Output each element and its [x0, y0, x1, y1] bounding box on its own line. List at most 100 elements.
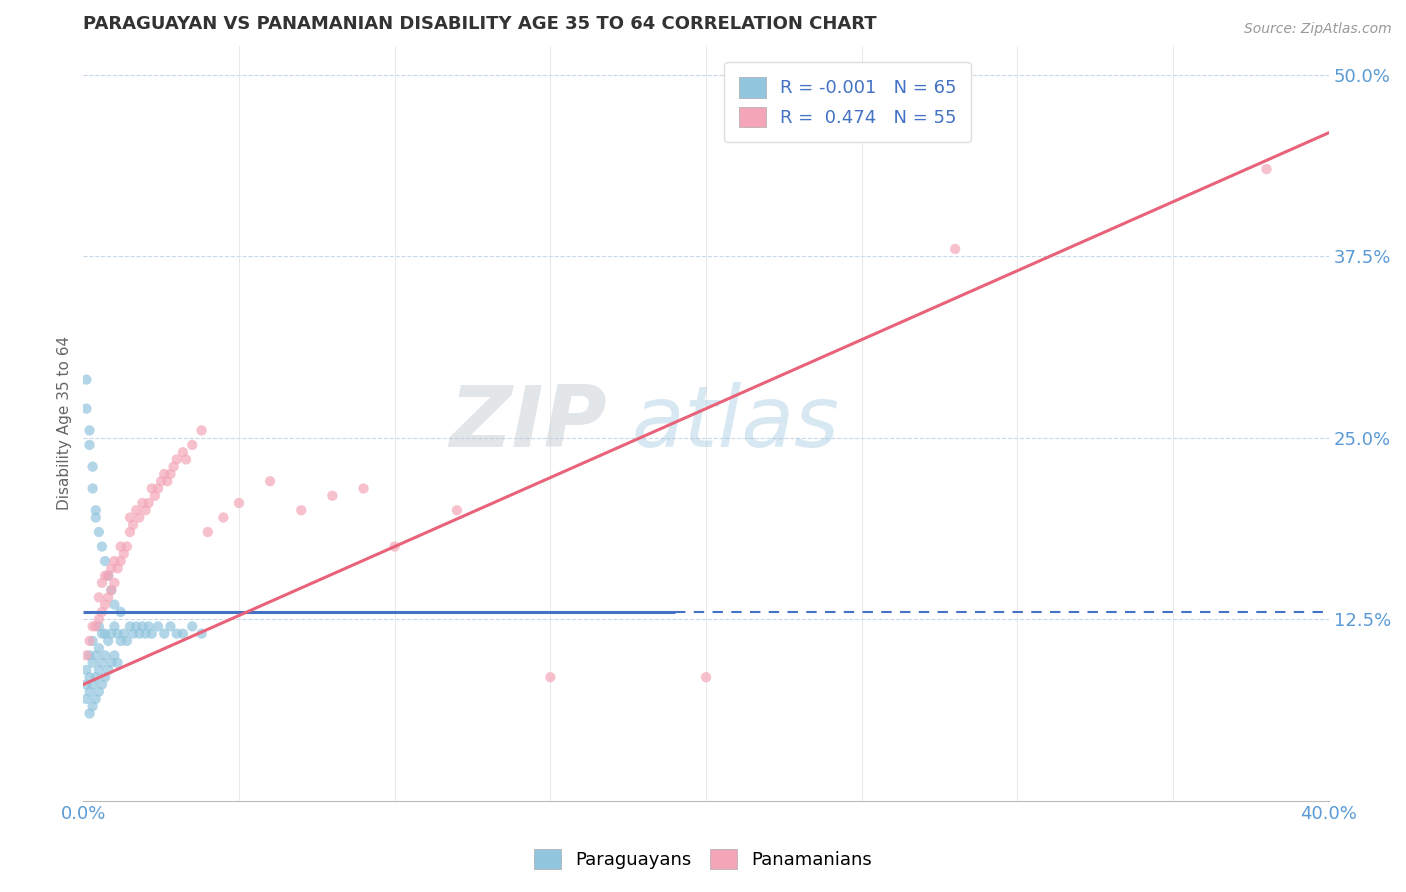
Point	[172, 626, 194, 640]
Point	[91, 540, 114, 554]
Point	[75, 648, 97, 663]
Point	[115, 540, 138, 554]
Point	[87, 612, 110, 626]
Point	[84, 670, 107, 684]
Point	[103, 554, 125, 568]
Text: atlas: atlas	[631, 382, 839, 465]
Point	[79, 648, 101, 663]
Point	[84, 503, 107, 517]
Point	[87, 641, 110, 656]
Point	[128, 510, 150, 524]
Point	[174, 452, 197, 467]
Point	[100, 583, 122, 598]
Point	[100, 583, 122, 598]
Point	[91, 575, 114, 590]
Point	[75, 373, 97, 387]
Point	[141, 482, 163, 496]
Point	[156, 474, 179, 488]
Point	[172, 445, 194, 459]
Legend: Paraguayans, Panamanians: Paraguayans, Panamanians	[524, 839, 882, 879]
Point	[84, 692, 107, 706]
Point	[153, 626, 176, 640]
Point	[97, 568, 120, 582]
Point	[122, 517, 145, 532]
Point	[153, 467, 176, 481]
Legend: R = -0.001   N = 65, R =  0.474   N = 55: R = -0.001 N = 65, R = 0.474 N = 55	[724, 62, 972, 142]
Point	[94, 554, 117, 568]
Point	[112, 626, 135, 640]
Point	[82, 619, 104, 633]
Point	[159, 619, 181, 633]
Point	[94, 670, 117, 684]
Point	[110, 634, 132, 648]
Point	[84, 619, 107, 633]
Point	[100, 561, 122, 575]
Point	[82, 482, 104, 496]
Point	[115, 634, 138, 648]
Point	[97, 663, 120, 677]
Point	[166, 626, 188, 640]
Point	[91, 677, 114, 691]
Point	[110, 540, 132, 554]
Point	[82, 459, 104, 474]
Point	[79, 670, 101, 684]
Point	[107, 561, 129, 575]
Point	[181, 438, 204, 452]
Point	[94, 568, 117, 582]
Point	[118, 524, 141, 539]
Point	[82, 656, 104, 670]
Point	[146, 619, 169, 633]
Point	[1256, 162, 1278, 177]
Point	[118, 619, 141, 633]
Point	[118, 510, 141, 524]
Point	[79, 424, 101, 438]
Point	[91, 626, 114, 640]
Point	[79, 438, 101, 452]
Point	[112, 547, 135, 561]
Point	[103, 648, 125, 663]
Point	[84, 510, 107, 524]
Point	[87, 619, 110, 633]
Point	[138, 619, 160, 633]
Point	[82, 634, 104, 648]
Point	[159, 467, 181, 481]
Point	[75, 663, 97, 677]
Point	[321, 489, 343, 503]
Point	[138, 496, 160, 510]
Point	[97, 634, 120, 648]
Point	[190, 626, 212, 640]
Point	[131, 619, 153, 633]
Point	[107, 626, 129, 640]
Point	[695, 670, 717, 684]
Point	[103, 575, 125, 590]
Point	[162, 459, 184, 474]
Text: PARAGUAYAN VS PANAMANIAN DISABILITY AGE 35 TO 64 CORRELATION CHART: PARAGUAYAN VS PANAMANIAN DISABILITY AGE …	[83, 15, 877, 33]
Point	[212, 510, 235, 524]
Text: Source: ZipAtlas.com: Source: ZipAtlas.com	[1244, 22, 1392, 37]
Point	[100, 626, 122, 640]
Point	[384, 540, 406, 554]
Point	[103, 598, 125, 612]
Point	[97, 591, 120, 605]
Point	[125, 619, 148, 633]
Point	[259, 474, 281, 488]
Point	[143, 489, 166, 503]
Point	[87, 663, 110, 677]
Point	[150, 474, 173, 488]
Point	[94, 598, 117, 612]
Point	[87, 524, 110, 539]
Point	[100, 656, 122, 670]
Point	[110, 554, 132, 568]
Point	[125, 503, 148, 517]
Point	[91, 605, 114, 619]
Point	[87, 684, 110, 698]
Point	[79, 706, 101, 721]
Point	[290, 503, 312, 517]
Point	[84, 648, 107, 663]
Point	[75, 401, 97, 416]
Point	[446, 503, 468, 517]
Point	[166, 452, 188, 467]
Point	[91, 656, 114, 670]
Point	[94, 626, 117, 640]
Text: ZIP: ZIP	[449, 382, 606, 465]
